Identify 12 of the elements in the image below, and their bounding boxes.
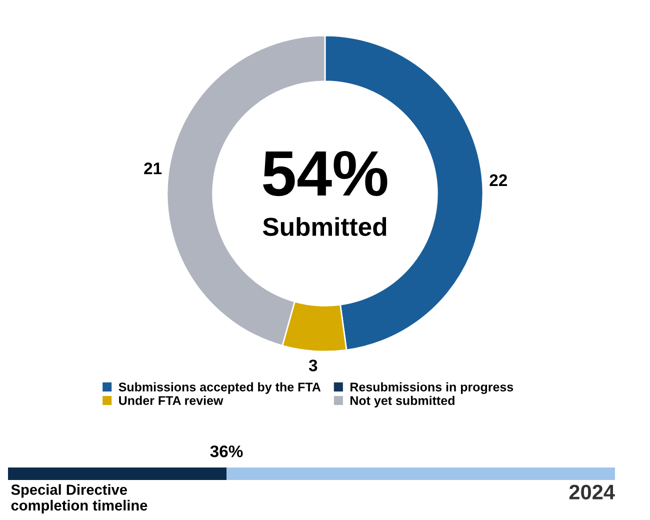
text: 54%	[263, 151, 388, 196]
text: 2024	[569, 484, 615, 500]
text: 36%	[210, 445, 243, 458]
text: Special Directive completion timeline	[11, 484, 148, 514]
data-label: 22	[490, 174, 507, 186]
text: Submitted	[262, 217, 386, 236]
data-label: 3	[308, 360, 318, 372]
legend-label: Resubmissions in progress	[350, 382, 514, 394]
data-label: 21	[144, 162, 162, 174]
legend-label: Under FTA review	[119, 396, 224, 405]
legend-label: Not yet submitted	[350, 396, 454, 408]
legend-label: Submissions accepted by the FTA	[118, 382, 321, 394]
